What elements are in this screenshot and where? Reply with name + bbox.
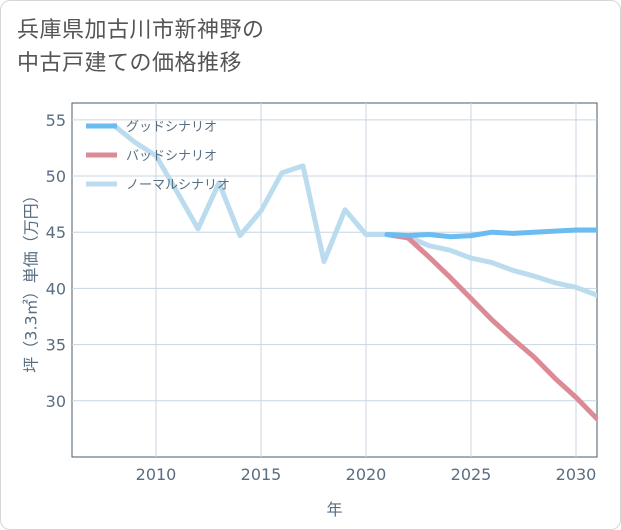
y-tick-label: 45 bbox=[46, 223, 66, 242]
legend-label-1: バッドシナリオ bbox=[126, 149, 217, 164]
x-axis-label: 年 bbox=[326, 500, 342, 519]
y-axis-label: 坪（3.3㎡）単価（万円） bbox=[22, 187, 41, 372]
chart-title-line2: 中古戸建ての価格推移 bbox=[17, 51, 243, 76]
y-tick-label: 30 bbox=[46, 392, 66, 411]
y-tick-label: 50 bbox=[46, 167, 66, 186]
chart-title: 兵庫県加古川市新神野の 中古戸建ての価格推移 bbox=[17, 14, 265, 80]
x-tick-label: 2010 bbox=[136, 465, 177, 484]
series-line-2 bbox=[111, 123, 597, 298]
series-line-1 bbox=[384, 232, 597, 422]
legend-label-2: ノーマルシナリオ bbox=[126, 178, 230, 193]
x-tick-label: 2025 bbox=[451, 465, 492, 484]
x-tick-label: 2020 bbox=[346, 465, 387, 484]
y-tick-label: 35 bbox=[46, 336, 66, 355]
series-lines bbox=[111, 123, 597, 422]
tick-labels: 2010 2015 2020 2025 2030 30 35 40 45 50 55 bbox=[46, 111, 597, 484]
y-tick-label: 40 bbox=[46, 279, 66, 298]
x-tick-label: 2015 bbox=[241, 465, 282, 484]
legend-label-0: グッドシナリオ bbox=[126, 120, 217, 135]
chart-title-line1: 兵庫県加古川市新神野の bbox=[17, 18, 265, 43]
x-tick-label: 2030 bbox=[556, 465, 597, 484]
series-line-0 bbox=[384, 227, 597, 240]
y-tick-label: 55 bbox=[46, 111, 66, 130]
